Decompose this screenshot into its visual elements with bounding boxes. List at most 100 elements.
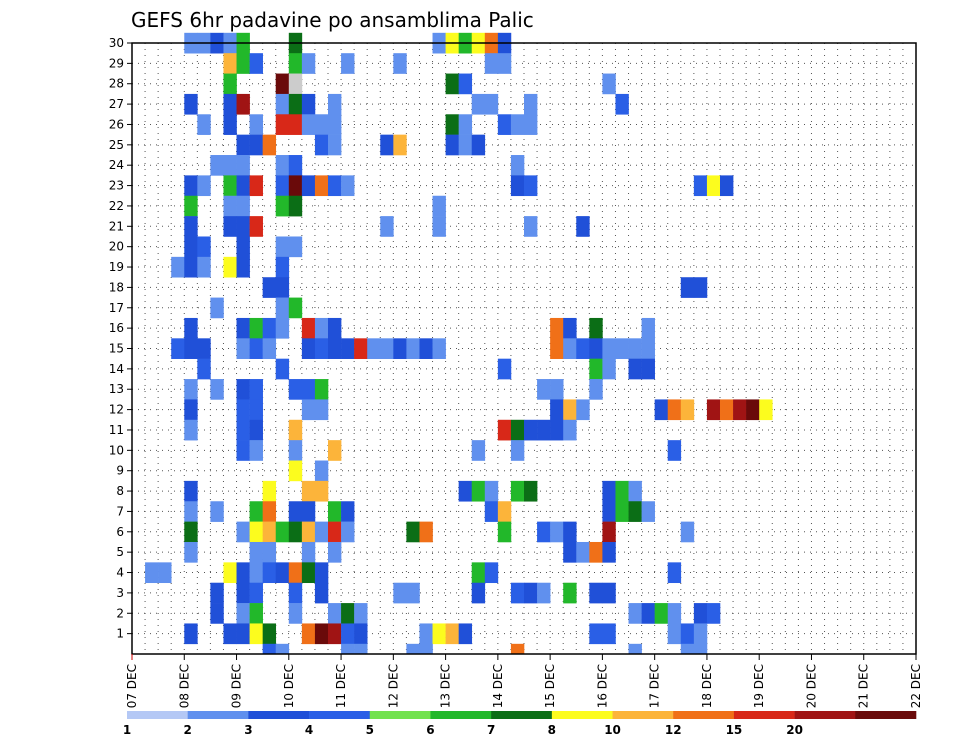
heatmap-cell (380, 338, 394, 359)
heatmap-cell (210, 603, 224, 624)
heatmap-cell (393, 53, 407, 74)
heatmap-cell (550, 521, 564, 543)
heatmap-cell (275, 93, 290, 115)
heatmap-cell (275, 155, 290, 176)
heatmap-cell (288, 73, 303, 95)
x-tick-label: 17 DEC (648, 664, 662, 708)
heatmap-cell (537, 521, 551, 543)
heatmap-cell (458, 134, 473, 156)
heatmap-cell (223, 623, 237, 645)
heatmap-cell (249, 134, 263, 156)
heatmap-cell (510, 643, 525, 655)
heatmap-cell (184, 379, 198, 400)
heatmap-cell (406, 521, 420, 543)
x-tick-label: 19 DEC (752, 664, 766, 708)
heatmap-cell (210, 501, 224, 522)
y-tick-label: 12 (109, 403, 124, 417)
heatmap-cell (667, 399, 682, 421)
y-tick-label: 20 (109, 240, 124, 254)
heatmap-cell (275, 643, 290, 655)
data-cells (145, 32, 773, 655)
heatmap-cell (301, 480, 316, 502)
heatmap-cell (589, 379, 603, 400)
y-tick-label: 13 (109, 382, 124, 396)
heatmap-cell (497, 114, 512, 135)
heatmap-cell (288, 53, 303, 74)
y-tick-label: 17 (109, 301, 124, 315)
heatmap-cell (328, 521, 342, 543)
heatmap-cell (249, 114, 263, 135)
y-tick-label: 4 (116, 566, 124, 580)
heatmap-cell (184, 338, 198, 359)
heatmap-cell (524, 216, 538, 237)
heatmap-cell (458, 480, 473, 502)
heatmap-cell (341, 521, 355, 543)
heatmap-cell (197, 114, 211, 135)
heatmap-cell (445, 114, 459, 135)
x-tick-label: 20 DEC (804, 664, 818, 708)
heatmap-cell (510, 582, 525, 604)
heatmap-cell (158, 562, 172, 584)
colorbar: 1 2 3 4 5 6 7 8 10 12 15 20 (123, 711, 917, 737)
heatmap-cell (641, 603, 655, 624)
heatmap-cell (693, 603, 708, 624)
heatmap-cell (589, 338, 603, 359)
heatmap-cell (275, 297, 290, 319)
y-tick-label: 22 (109, 199, 124, 213)
heatmap-cell (341, 603, 355, 624)
heatmap-cell (262, 562, 277, 584)
heatmap-cell (550, 317, 564, 339)
heatmap-cell (602, 582, 616, 604)
heatmap-cell (288, 521, 303, 543)
x-tick-label: 18 DEC (700, 664, 714, 708)
heatmap-cell (589, 358, 603, 380)
heatmap-cell (184, 623, 198, 645)
y-tick-label: 23 (109, 179, 124, 193)
heatmap-cell (328, 317, 342, 339)
heatmap-cell (275, 358, 290, 380)
heatmap-cell (314, 114, 329, 135)
heatmap-cell (720, 399, 734, 421)
colorbar-label: 20 (786, 723, 803, 737)
x-tick-label: 21 DEC (857, 664, 871, 708)
heatmap-cell (484, 53, 499, 74)
heatmap-cell (249, 317, 263, 339)
heatmap-cell (328, 93, 342, 115)
heatmap-cell (262, 501, 277, 522)
heatmap-cell (563, 338, 577, 359)
y-tick-label: 5 (116, 545, 124, 559)
heatmap-cell (236, 53, 250, 74)
heatmap-cell (471, 562, 486, 584)
heatmap-cell (249, 501, 263, 522)
heatmap-cell (223, 73, 237, 95)
heatmap-cell (380, 134, 394, 156)
y-tick-label: 24 (109, 158, 124, 172)
x-tick-label: 07 DEC (125, 664, 139, 708)
y-tick-label: 28 (109, 77, 124, 91)
heatmap-cell (184, 480, 198, 502)
heatmap-cell (706, 399, 721, 421)
heatmap-cell (328, 603, 342, 624)
heatmap-cell (223, 114, 237, 135)
heatmap-cell (288, 419, 303, 441)
heatmap-cell (236, 419, 250, 441)
colorbar-swatch (612, 711, 674, 719)
y-tick-label: 3 (116, 586, 124, 600)
heatmap-cell (341, 338, 355, 359)
heatmap-cell (550, 399, 564, 421)
heatmap-cell (328, 440, 342, 461)
x-tick-label: 11 DEC (334, 664, 348, 708)
heatmap-cell (288, 379, 303, 400)
heatmap-cell (510, 114, 525, 135)
heatmap-cell (419, 521, 433, 543)
x-tick-label: 09 DEC (230, 664, 244, 708)
heatmap-cell (184, 419, 198, 441)
heatmap-cell (301, 379, 316, 400)
heatmap-cell (510, 419, 525, 441)
heatmap-cell (288, 155, 303, 176)
heatmap-cell (406, 643, 420, 655)
heatmap-cell (301, 114, 316, 135)
heatmap-cell (458, 114, 473, 135)
colorbar-label: 8 (548, 723, 556, 737)
heatmap-cell (301, 338, 316, 359)
